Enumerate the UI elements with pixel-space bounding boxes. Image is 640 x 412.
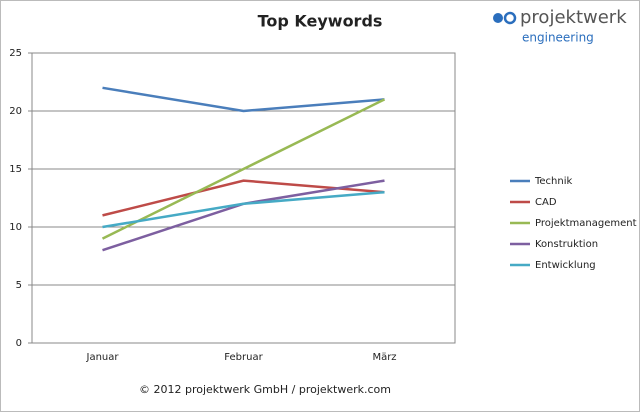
x-tick-label: März [372,352,396,363]
logo-tagline: engineering [522,31,594,45]
x-tick-label: Januar [86,352,120,363]
x-tick-label: Februar [224,352,263,363]
logo-dot [493,13,503,23]
logo-name: projektwerk [520,7,627,28]
legend-label: Technik [534,176,573,187]
y-tick-label: 25 [9,48,22,59]
series-line [101,98,386,240]
series-line [102,86,385,113]
footer: © 2012 projektwerk GmbH / projektwerk.co… [139,383,391,396]
y-tick-label: 0 [16,338,22,349]
series-line [102,190,385,229]
chart-title: Top Keywords [258,12,383,31]
legend-label: CAD [535,197,557,208]
legend-label: Projektmanagement [535,218,637,229]
y-tick-label: 5 [16,280,22,291]
logo-ring [503,11,517,25]
y-tick-label: 15 [9,164,22,175]
legend-label: Konstruktion [535,239,598,250]
y-tick-label: 10 [9,222,22,233]
legend-label: Entwicklung [535,260,596,271]
y-tick-label: 20 [9,106,22,117]
